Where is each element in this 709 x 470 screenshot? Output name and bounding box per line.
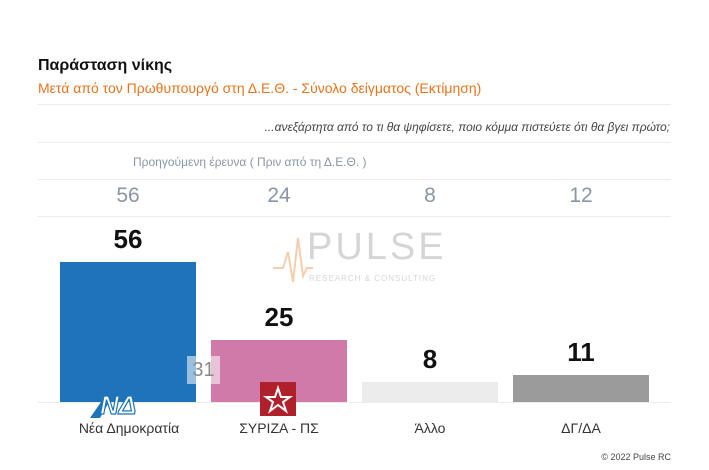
value-label-syriza: 25 <box>264 301 294 332</box>
chart-title: Παράσταση νίκης <box>38 57 173 74</box>
nd-logo-icon: ΝΔ <box>90 382 137 421</box>
watermark-subtext: RESEARCH & CONSULTING <box>309 274 437 283</box>
previous-survey-label: Προηγούμενη έρευνα ( Πριν από τη Δ.Ε.Θ. … <box>133 155 367 169</box>
chart-subtitle: Μετά από τον Πρωθυπουργό στη Δ.Ε.Θ. - Σύ… <box>38 80 482 96</box>
pulse-watermark: PULSE RESEARCH & CONSULTING <box>273 226 444 288</box>
category-label-syriza: ΣΥΡΙΖΑ - ΠΣ <box>239 420 319 436</box>
previous-value-syriza: 24 <box>267 184 291 207</box>
nd-logo: ΝΔ <box>90 382 154 421</box>
category-label-nd: Νέα Δημοκρατία <box>78 420 180 436</box>
value-label-other: 8 <box>422 344 438 374</box>
category-label-dk: ΔΓ/ΔΑ <box>561 420 601 436</box>
bar-dg-da <box>513 374 649 402</box>
pulse-wave-icon <box>273 237 313 283</box>
previous-value-nd: 56 <box>116 184 140 207</box>
divider-line <box>38 104 671 105</box>
value-label-nd: 56 <box>113 224 143 254</box>
divider-line <box>38 179 671 180</box>
survey-question: ...ανεξάρτητα από το τι θα ψηφίσετε, ποι… <box>264 120 670 134</box>
watermark-text: PULSE <box>307 226 447 268</box>
divider-line <box>38 142 671 143</box>
annotation-badge: 31 <box>187 356 220 384</box>
previous-value-other: 8 <box>424 184 436 207</box>
copyright-footer: © 2022 Pulse RC <box>601 452 671 462</box>
bar-allo <box>362 382 498 402</box>
value-label-dk: 11 <box>567 336 595 367</box>
nd-logo-text: ΝΔ <box>100 390 136 418</box>
previous-value-dk: 12 <box>569 184 593 207</box>
bar-nea-dimokratia <box>60 262 196 402</box>
baseline <box>38 402 671 403</box>
divider-line <box>38 216 671 217</box>
syriza-logo <box>260 382 296 416</box>
category-label-other: Άλλο <box>414 420 446 436</box>
syriza-star-icon <box>262 384 294 414</box>
